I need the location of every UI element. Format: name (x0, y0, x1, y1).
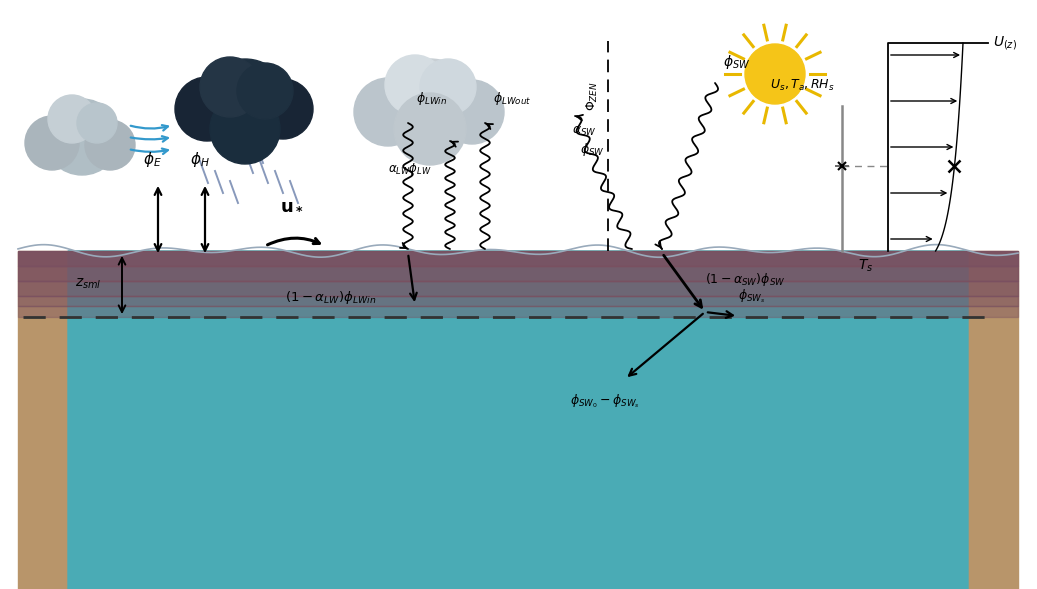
Polygon shape (18, 296, 1018, 306)
Text: $\alpha_{LW}\phi_{LW}$: $\alpha_{LW}\phi_{LW}$ (389, 161, 432, 177)
Text: $U_{(z)}$: $U_{(z)}$ (993, 34, 1017, 52)
Circle shape (420, 59, 476, 115)
Text: $\phi_{SW_s}$: $\phi_{SW_s}$ (738, 287, 765, 305)
Circle shape (200, 57, 260, 117)
Circle shape (354, 78, 422, 146)
Circle shape (253, 79, 313, 139)
Polygon shape (18, 281, 1018, 296)
Polygon shape (18, 266, 1018, 281)
Polygon shape (18, 251, 1018, 266)
Text: $\phi_{LWout}$: $\phi_{LWout}$ (493, 90, 531, 107)
Circle shape (200, 59, 290, 149)
Circle shape (44, 99, 120, 175)
Circle shape (48, 95, 96, 143)
Text: $\phi_H$: $\phi_H$ (190, 150, 209, 169)
Circle shape (745, 44, 805, 104)
Circle shape (385, 55, 445, 115)
Text: $\Phi_{ZEN}$: $\Phi_{ZEN}$ (585, 81, 600, 111)
Circle shape (77, 103, 117, 143)
Text: $(1-\alpha_{LW})\phi_{LWin}$: $(1-\alpha_{LW})\phi_{LWin}$ (285, 289, 376, 306)
Circle shape (175, 77, 239, 141)
Text: $z_{sml}$: $z_{sml}$ (75, 277, 102, 291)
Text: $\alpha_{SW}$: $\alpha_{SW}$ (572, 124, 596, 138)
Circle shape (237, 63, 293, 119)
Polygon shape (18, 251, 1018, 589)
Text: $\phi_{SW}$: $\phi_{SW}$ (723, 53, 751, 71)
Text: $\phi_{LWin}$: $\phi_{LWin}$ (416, 90, 447, 107)
Circle shape (25, 116, 79, 170)
Circle shape (85, 120, 135, 170)
Text: $\phi_{SW}$: $\phi_{SW}$ (580, 141, 605, 157)
Text: $T_s$: $T_s$ (858, 258, 873, 274)
Text: $\phi_E$: $\phi_E$ (143, 150, 162, 169)
Text: $U_s, T_a, RH_s$: $U_s, T_a, RH_s$ (769, 78, 835, 93)
Polygon shape (18, 306, 1018, 317)
Circle shape (440, 80, 504, 144)
Text: $\phi_{SW_0} - \phi_{SW_s}$: $\phi_{SW_0} - \phi_{SW_s}$ (570, 392, 640, 409)
Circle shape (394, 93, 466, 165)
Polygon shape (68, 251, 968, 589)
Circle shape (211, 94, 280, 164)
Text: $(1-\alpha_{SW})\phi_{SW}$: $(1-\alpha_{SW})\phi_{SW}$ (705, 271, 786, 288)
Circle shape (382, 59, 478, 155)
Text: $\mathbf{u_*}$: $\mathbf{u_*}$ (280, 195, 304, 213)
